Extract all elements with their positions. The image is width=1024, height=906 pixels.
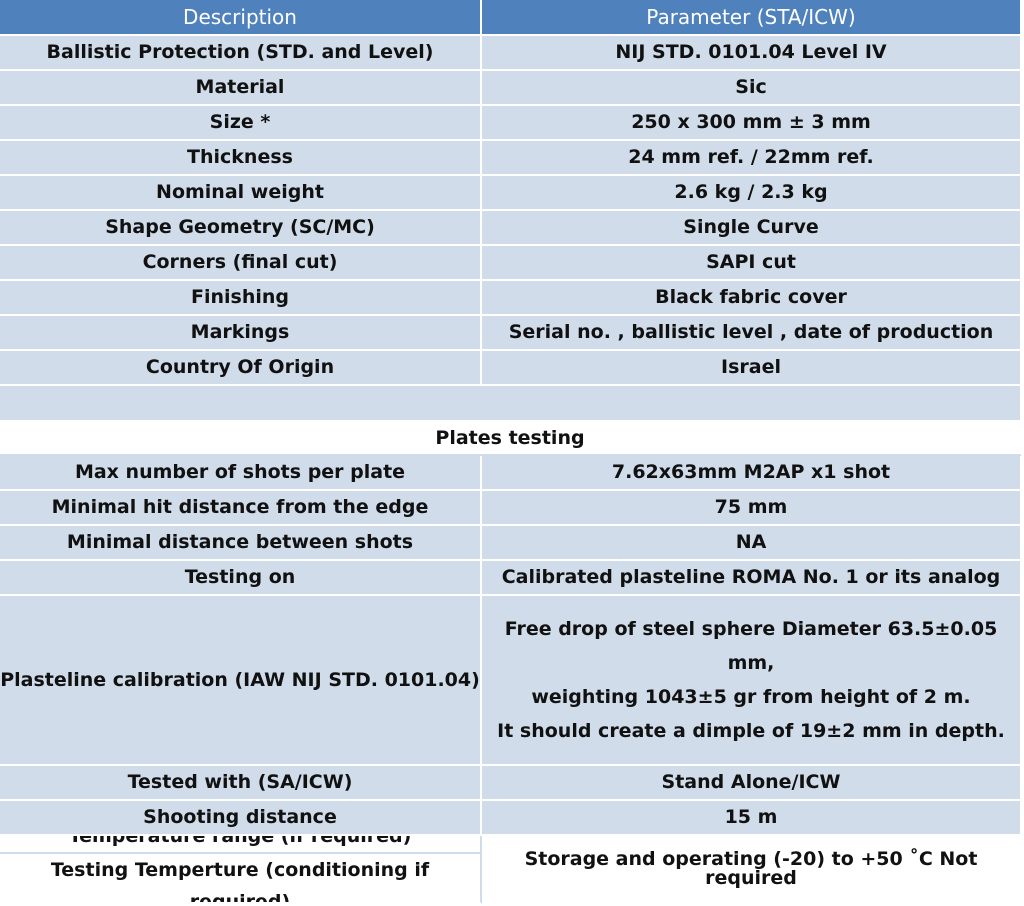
section-title: Plates testing: [0, 422, 1022, 456]
empty-cell: [0, 386, 1022, 422]
testing-temperature-label: Testing Temperture (conditioning if requ…: [50, 859, 430, 904]
row-value: 250 x 300 mm ± 3 mm: [482, 106, 1022, 141]
row-value: 24 mm ref. / 22mm ref.: [482, 141, 1022, 176]
table-row: Size * 250 x 300 mm ± 3 mm: [0, 106, 1022, 141]
row-label: Tested with (SA/ICW): [0, 766, 482, 801]
calibration-line: Free drop of steel sphere Diameter 63.5±…: [504, 618, 998, 640]
spacer-row: [0, 386, 1022, 422]
row-label: Shape Geometry (SC/MC): [0, 211, 482, 246]
row-label: Thickness: [0, 141, 482, 176]
table-header: Description Parameter (STA/ICW): [0, 0, 1022, 36]
table-row: Thickness 24 mm ref. / 22mm ref.: [0, 141, 1022, 176]
row-value: NA: [482, 526, 1022, 561]
row-label: Finishing: [0, 281, 482, 316]
table-row: Shape Geometry (SC/MC) Single Curve: [0, 211, 1022, 246]
table-row: Ballistic Protection (STD. and Level) NI…: [0, 36, 1022, 71]
table-row: Max number of shots per plate 7.62x63mm …: [0, 456, 1022, 491]
temperature-value: Storage and operating (-20) to +50 ˚C No…: [482, 836, 1022, 904]
temperature-range-label: Temperature range (if required): [0, 836, 480, 854]
section-header-row: Plates testing: [0, 422, 1022, 456]
row-label: Testing on: [0, 561, 482, 596]
table-row: Nominal weight 2.6 kg / 2.3 kg: [0, 176, 1022, 211]
row-label: Shooting distance: [0, 801, 482, 836]
table-row: Shooting distance 15 m: [0, 801, 1022, 836]
row-label: Country Of Origin: [0, 351, 482, 386]
temperature-row: Temperature range (if required) Testing …: [0, 836, 1022, 904]
table-row: Testing on Calibrated plasteline ROMA No…: [0, 561, 1022, 596]
calibration-value: Free drop of steel sphere Diameter 63.5±…: [482, 596, 1022, 766]
row-value: SAPI cut: [482, 246, 1022, 281]
calibration-line: mm,: [727, 652, 775, 674]
table-row: Material Sic: [0, 71, 1022, 106]
row-label: Material: [0, 71, 482, 106]
temperature-labels: Temperature range (if required) Testing …: [0, 836, 482, 904]
table-row: Minimal hit distance from the edge 75 mm: [0, 491, 1022, 526]
row-value: Black fabric cover: [482, 281, 1022, 316]
calibration-line: weighting 1043±5 gr from height of 2 m.: [531, 686, 971, 708]
row-value: Stand Alone/ICW: [482, 766, 1022, 801]
calibration-label: Plasteline calibration (IAW NIJ STD. 010…: [0, 596, 482, 766]
row-value: Calibrated plasteline ROMA No. 1 or its …: [482, 561, 1022, 596]
row-value: 2.6 kg / 2.3 kg: [482, 176, 1022, 211]
row-label: Nominal weight: [0, 176, 482, 211]
row-value: Sic: [482, 71, 1022, 106]
calibration-row: Plasteline calibration (IAW NIJ STD. 010…: [0, 596, 1022, 766]
table-row: Corners (final cut) SAPI cut: [0, 246, 1022, 281]
row-label: Markings: [0, 316, 482, 351]
row-value: Serial no. , ballistic level , date of p…: [482, 316, 1022, 351]
calibration-line: It should create a dimple of 19±2 mm in …: [497, 720, 1005, 742]
row-value: 15 m: [482, 801, 1022, 836]
row-label: Ballistic Protection (STD. and Level): [0, 36, 482, 71]
row-value: Israel: [482, 351, 1022, 386]
row-value: 7.62x63mm M2AP x1 shot: [482, 456, 1022, 491]
row-label: Corners (final cut): [0, 246, 482, 281]
table-row: Finishing Black fabric cover: [0, 281, 1022, 316]
table-row: Tested with (SA/ICW) Stand Alone/ICW: [0, 766, 1022, 801]
row-label: Minimal distance between shots: [0, 526, 482, 561]
header-description: Description: [0, 0, 482, 36]
row-label: Max number of shots per plate: [0, 456, 482, 491]
table-row: Markings Serial no. , ballistic level , …: [0, 316, 1022, 351]
row-label: Minimal hit distance from the edge: [0, 491, 482, 526]
row-value: 75 mm: [482, 491, 1022, 526]
row-value: Single Curve: [482, 211, 1022, 246]
table-row: Minimal distance between shots NA: [0, 526, 1022, 561]
table-row: Country Of Origin Israel: [0, 351, 1022, 386]
header-parameter: Parameter (STA/ICW): [482, 0, 1022, 36]
row-value: NIJ STD. 0101.04 Level IV: [482, 36, 1022, 71]
row-label: Size *: [0, 106, 482, 141]
